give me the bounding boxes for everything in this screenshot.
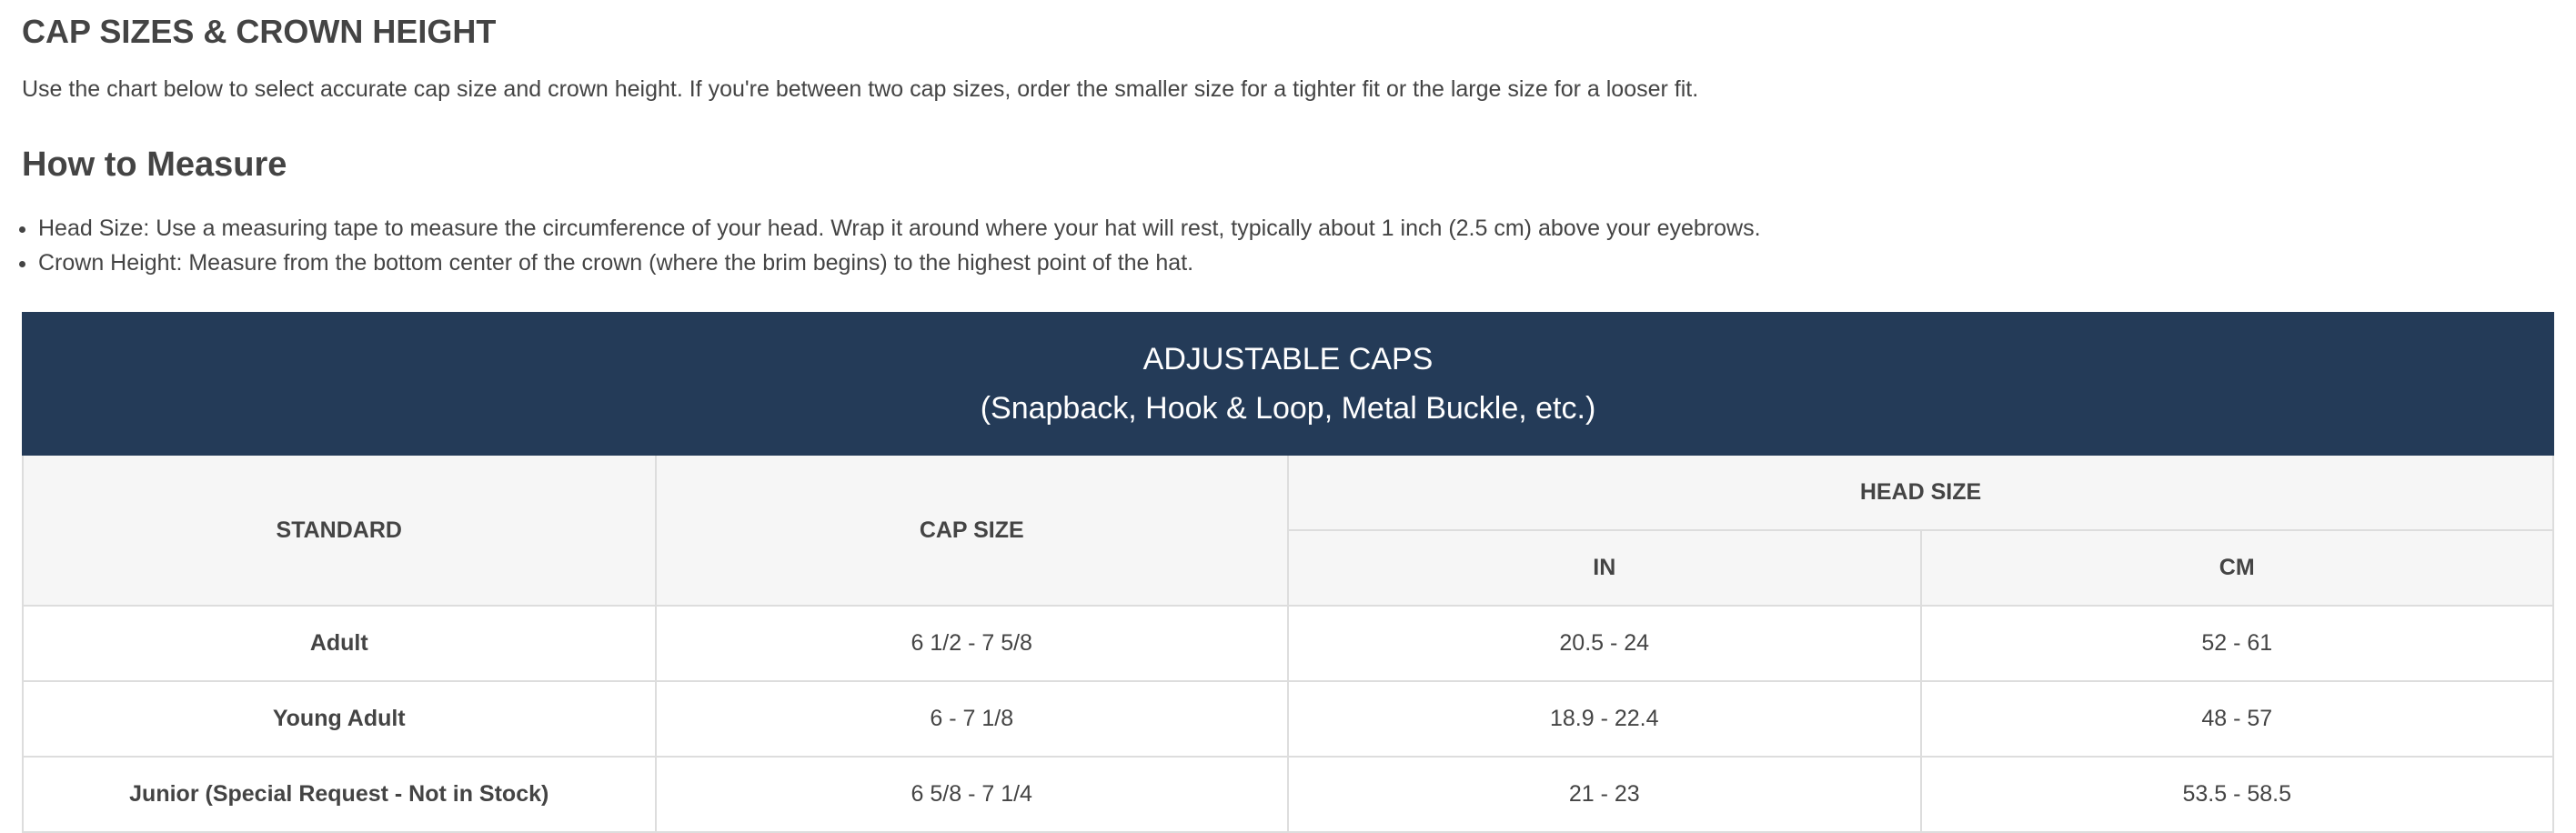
cell-cap-size: 6 - 7 1/8: [654, 680, 1289, 758]
header-head-size: HEAD SIZE: [1287, 454, 2554, 531]
cell-cm: 53.5 - 58.5: [1919, 756, 2554, 833]
table-subtitle: (Snapback, Hook & Loop, Metal Buckle, et…: [980, 391, 1596, 426]
cell-cm: 52 - 61: [1919, 605, 2554, 682]
header-cap-size: CAP SIZE: [654, 454, 1289, 607]
cell-in: 20.5 - 24: [1287, 605, 1922, 682]
cell-standard: Young Adult: [22, 680, 657, 758]
intro-text: Use the chart below to select accurate c…: [22, 76, 1699, 102]
cell-in: 18.9 - 22.4: [1287, 680, 1922, 758]
table-title: ADJUSTABLE CAPS: [1142, 342, 1434, 376]
header-cm: CM: [1919, 529, 2554, 607]
table-row: Junior (Special Request - Not in Stock) …: [22, 756, 2554, 833]
instruction-crown-height: Crown Height: Measure from the bottom ce…: [38, 246, 1761, 280]
header-standard: STANDARD: [22, 454, 657, 607]
page-title: CAP SIZES & CROWN HEIGHT: [22, 13, 497, 50]
measure-instructions: Head Size: Use a measuring tape to measu…: [0, 211, 1761, 280]
how-to-measure-title: How to Measure: [22, 146, 287, 184]
table-row: Adult 6 1/2 - 7 5/8 20.5 - 24 52 - 61: [22, 605, 2554, 682]
header-in: IN: [1287, 529, 1922, 607]
size-chart-table: ADJUSTABLE CAPS (Snapback, Hook & Loop, …: [22, 312, 2554, 833]
cell-standard: Junior (Special Request - Not in Stock): [22, 756, 657, 833]
instruction-head-size: Head Size: Use a measuring tape to measu…: [38, 211, 1761, 246]
table-banner: ADJUSTABLE CAPS (Snapback, Hook & Loop, …: [22, 312, 2554, 456]
cell-cap-size: 6 1/2 - 7 5/8: [654, 605, 1289, 682]
table-row: Young Adult 6 - 7 1/8 18.9 - 22.4 48 - 5…: [22, 680, 2554, 758]
cell-cm: 48 - 57: [1919, 680, 2554, 758]
cell-in: 21 - 23: [1287, 756, 1922, 833]
cell-standard: Adult: [22, 605, 657, 682]
cell-cap-size: 6 5/8 - 7 1/4: [654, 756, 1289, 833]
